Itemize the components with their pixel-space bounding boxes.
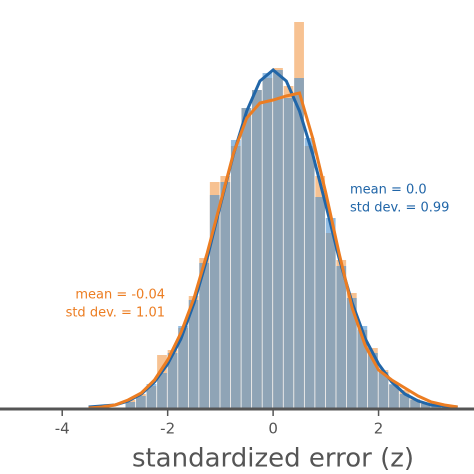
annotation: std dev. = 1.01 — [66, 306, 165, 321]
x-tick-label: -2 — [160, 420, 175, 438]
bar — [220, 182, 231, 408]
bar — [420, 404, 431, 408]
bar — [136, 396, 146, 408]
bar — [304, 138, 315, 408]
bar — [283, 98, 294, 408]
bar — [252, 90, 262, 408]
bar — [146, 384, 157, 408]
bar — [273, 70, 283, 408]
annotation: mean = -0.04 — [75, 288, 165, 303]
x-tick-label: 0 — [268, 420, 278, 438]
bar — [357, 326, 368, 408]
bar — [368, 353, 378, 408]
bar — [378, 372, 389, 408]
annotation: std dev. = 0.99 — [350, 201, 449, 216]
bar — [209, 195, 220, 408]
bar — [294, 78, 304, 408]
bar — [389, 384, 399, 408]
bar — [125, 402, 136, 408]
density-curve — [88, 91, 458, 410]
bar — [188, 300, 199, 408]
annotation: mean = 0.0 — [350, 183, 427, 198]
bar — [157, 373, 167, 408]
x-tick-label: -4 — [55, 420, 70, 438]
x-axis-label: standardized error (z) — [132, 444, 414, 474]
bar — [399, 394, 410, 408]
bar — [167, 353, 178, 408]
bar — [199, 263, 210, 408]
bar — [336, 266, 347, 408]
bar — [262, 73, 273, 408]
bar — [315, 197, 326, 408]
bar — [410, 400, 420, 408]
x-tick-label: 2 — [374, 420, 384, 438]
bar — [431, 406, 442, 408]
bar — [241, 108, 252, 408]
bar — [325, 218, 336, 408]
bar — [346, 298, 357, 408]
bar — [230, 140, 241, 408]
bar — [178, 326, 188, 408]
